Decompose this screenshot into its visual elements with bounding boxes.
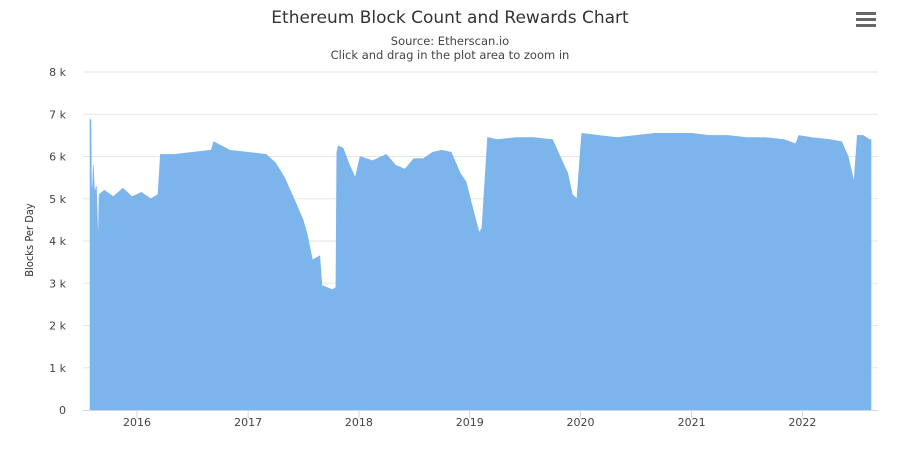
hamburger-menu-icon[interactable] bbox=[856, 12, 876, 28]
x-tick-label: 2017 bbox=[234, 416, 262, 429]
chart-title: Ethereum Block Count and Rewards Chart bbox=[271, 8, 629, 28]
x-tick-label: 2018 bbox=[345, 416, 373, 429]
area-series bbox=[89, 118, 872, 411]
menu-bar bbox=[856, 24, 876, 27]
source-text: Source: Etherscan.io bbox=[390, 34, 510, 48]
y-tick-label: 8 k bbox=[49, 66, 66, 79]
y-tick-label: 0 bbox=[59, 404, 66, 417]
menu-bar bbox=[856, 18, 876, 21]
chart-subtitle: Source: Etherscan.io Click and drag in t… bbox=[0, 34, 900, 62]
x-tick-label: 2019 bbox=[456, 416, 484, 429]
axes: 0 1 k 2 k 3 k 4 k 5 k 6 k 7 k 8 k 2016 2017 2018 201… bbox=[49, 66, 878, 429]
y-axis-title: Blocks Per Day bbox=[23, 203, 36, 277]
y-tick-label: 7 k bbox=[49, 108, 66, 121]
y-tick-label: 2 k bbox=[49, 320, 66, 333]
blocks-per-day-area bbox=[89, 118, 872, 411]
x-tick-label: 2022 bbox=[788, 416, 816, 429]
y-tick-label: 6 k bbox=[49, 151, 66, 164]
x-tick-label: 2016 bbox=[123, 416, 151, 429]
y-tick-label: 3 k bbox=[49, 277, 66, 290]
menu-bar bbox=[856, 12, 876, 15]
x-tick-label: 2020 bbox=[567, 416, 595, 429]
x-tick-label: 2021 bbox=[678, 416, 706, 429]
y-tick-label: 5 k bbox=[49, 193, 66, 206]
y-tick-label: 4 k bbox=[49, 235, 66, 248]
zoom-hint: Click and drag in the plot area to zoom … bbox=[330, 48, 570, 62]
y-tick-label: 1 k bbox=[49, 362, 66, 375]
